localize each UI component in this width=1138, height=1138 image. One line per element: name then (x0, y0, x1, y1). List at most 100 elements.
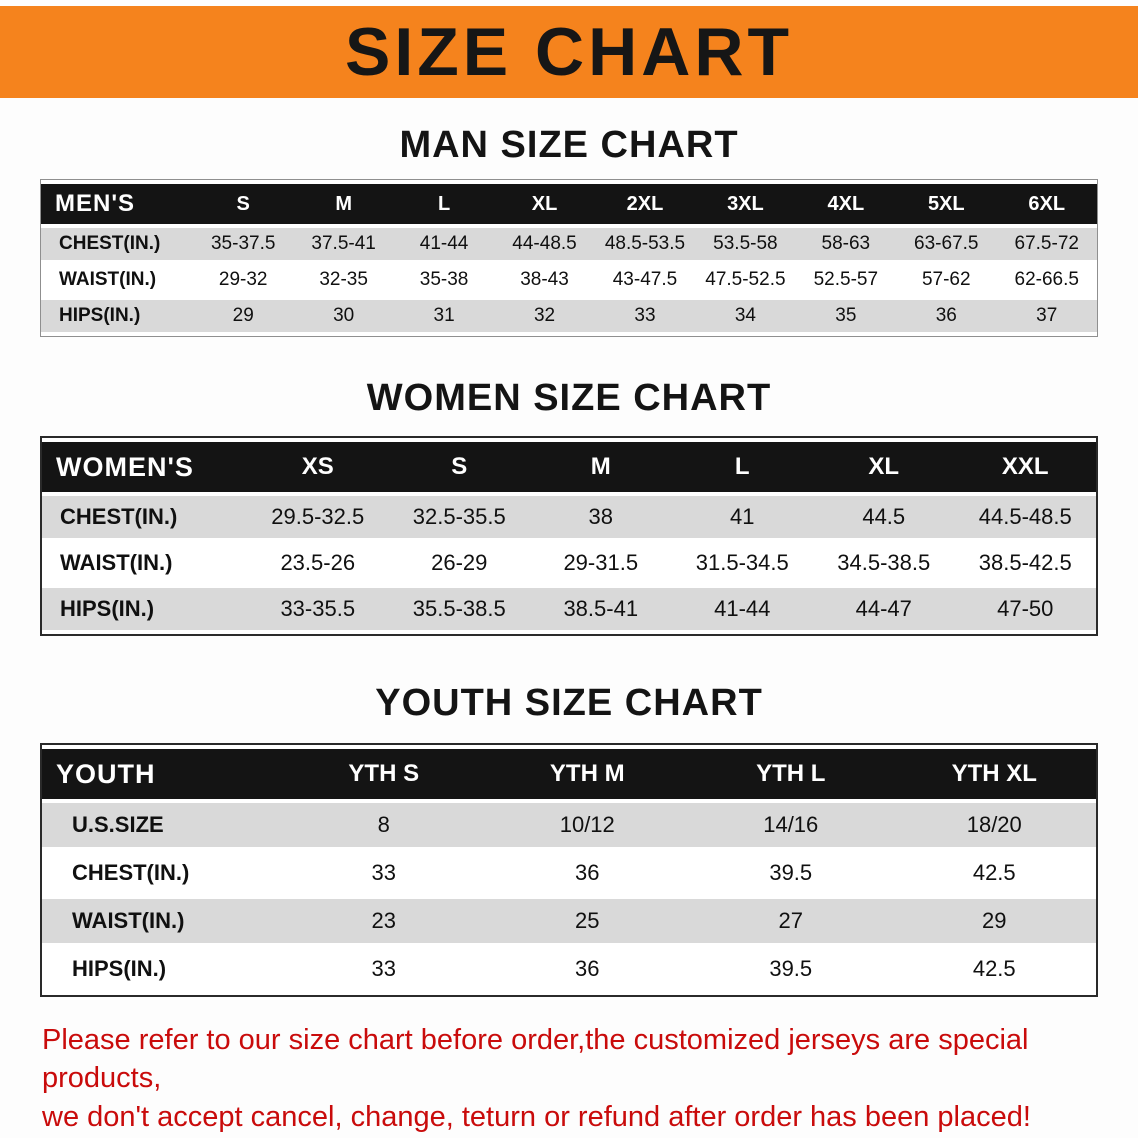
youth-ussize-row: U.S.SIZE 8 10/12 14/16 18/20 (42, 803, 1096, 847)
size-header-cell: M (293, 184, 394, 224)
size-header-cell: 3XL (695, 184, 796, 224)
size-cell: 23.5-26 (280, 550, 356, 575)
size-cell: 35 (795, 300, 897, 332)
size-cell: 38-43 (520, 269, 569, 290)
men-size-table: MEN'S S M L XL 2XL 3XL 4XL 5XL 6XL CHEST… (41, 180, 1097, 336)
size-cell: 32-35 (319, 269, 368, 290)
size-cell: 29.5-32.5 (247, 496, 389, 538)
row-label: HIPS(IN.) (42, 588, 247, 630)
youth-size-table: YOUTH YTH S YTH M YTH L YTH XL U.S.SIZE … (42, 745, 1096, 995)
youth-size-table-container: YOUTH YTH S YTH M YTH L YTH XL U.S.SIZE … (40, 743, 1098, 997)
size-cell: 42.5 (972, 956, 1016, 981)
size-cell: 36 (575, 860, 600, 885)
size-cell: 37.5-41 (293, 228, 394, 260)
size-cell: 57-62 (921, 269, 971, 290)
size-cell: 8 (282, 803, 486, 847)
banner-title: SIZE CHART (345, 14, 793, 90)
size-cell: 38 (530, 496, 672, 538)
size-cell: 34 (695, 300, 796, 332)
size-cell: 53.5-58 (695, 228, 796, 260)
size-cell: 58-63 (795, 228, 897, 260)
size-cell: 31 (393, 300, 495, 332)
size-cell: 43-47.5 (612, 269, 678, 290)
size-cell: 37 (996, 300, 1097, 332)
women-size-table-container: WOMEN'S XS S M L XL XXL CHEST(IN.) 29.5-… (40, 436, 1098, 636)
size-cell: 35.5-38.5 (388, 588, 530, 630)
size-cell: 33 (371, 860, 396, 885)
size-cell: 10/12 (485, 803, 689, 847)
men-hips-row: HIPS(IN.) 29 30 31 32 33 34 35 36 37 (41, 300, 1097, 332)
size-cell: 33-35.5 (247, 588, 389, 630)
youth-chest-row: CHEST(IN.) 33 36 39.5 42.5 (42, 851, 1096, 895)
row-label: WAIST(IN.) (59, 269, 157, 290)
row-label: CHEST(IN.) (72, 860, 190, 885)
size-header-cell: M (530, 442, 672, 492)
size-cell: 26-29 (431, 550, 488, 575)
size-cell: 44-47 (813, 588, 955, 630)
size-cell: 63-67.5 (896, 228, 997, 260)
size-header-cell: YTH L (689, 749, 893, 799)
size-cell: 29 (892, 899, 1096, 943)
row-label: WAIST(IN.) (42, 899, 282, 943)
size-cell: 34.5-38.5 (837, 550, 931, 575)
size-cell: 32 (494, 300, 595, 332)
size-cell: 23 (282, 899, 486, 943)
size-cell: 33 (594, 300, 696, 332)
size-chart-banner: SIZE CHART (0, 6, 1138, 98)
row-label: HIPS(IN.) (72, 956, 167, 981)
size-cell: 18/20 (892, 803, 1096, 847)
men-chart-heading: MAN SIZE CHART (399, 124, 739, 166)
women-header-label: WOMEN'S (42, 442, 247, 492)
disclaimer-line-2: we don't accept cancel, change, teturn o… (42, 1100, 1031, 1133)
size-cell: 48.5-53.5 (594, 228, 696, 260)
size-cell: 29 (193, 300, 294, 332)
size-cell: 47-50 (954, 588, 1096, 630)
size-cell: 44.5-48.5 (954, 496, 1096, 538)
disclaimer-line-1: Please refer to our size chart before or… (42, 1024, 1029, 1095)
men-header-row: MEN'S S M L XL 2XL 3XL 4XL 5XL 6XL (41, 184, 1097, 224)
youth-hips-row: HIPS(IN.) 33 36 39.5 42.5 (42, 947, 1096, 991)
size-header-cell: 4XL (795, 184, 897, 224)
size-cell: 32.5-35.5 (388, 496, 530, 538)
size-header-cell: XS (247, 442, 389, 492)
men-chest-row: CHEST(IN.) 35-37.5 37.5-41 41-44 44-48.5… (41, 228, 1097, 260)
size-cell: 35-38 (419, 269, 469, 290)
women-chart-heading: WOMEN SIZE CHART (366, 377, 772, 419)
size-cell: 33 (371, 956, 396, 981)
size-cell: 41-44 (393, 228, 495, 260)
row-label: U.S.SIZE (42, 803, 282, 847)
size-header-cell: S (388, 442, 530, 492)
size-header-cell: YTH S (282, 749, 486, 799)
men-header-label: MEN'S (41, 184, 193, 224)
size-cell: 14/16 (689, 803, 893, 847)
row-label: WAIST(IN.) (60, 550, 173, 575)
youth-waist-row: WAIST(IN.) 23 25 27 29 (42, 899, 1096, 943)
size-cell: 44.5 (813, 496, 955, 538)
women-size-table: WOMEN'S XS S M L XL XXL CHEST(IN.) 29.5-… (42, 438, 1096, 634)
size-cell: 30 (293, 300, 394, 332)
size-cell: 31.5-34.5 (695, 550, 789, 575)
size-cell: 27 (689, 899, 893, 943)
women-header-row: WOMEN'S XS S M L XL XXL (42, 442, 1096, 492)
size-header-cell: L (671, 442, 813, 492)
size-cell: 36 (896, 300, 997, 332)
size-cell: 62-66.5 (1014, 269, 1079, 290)
size-header-cell: L (393, 184, 495, 224)
size-cell: 39.5 (769, 956, 813, 981)
size-cell: 47.5-52.5 (705, 269, 786, 290)
size-cell: 29-32 (218, 269, 268, 290)
size-cell: 42.5 (972, 860, 1016, 885)
size-cell: 38.5-41 (530, 588, 672, 630)
size-header-cell: YTH XL (892, 749, 1096, 799)
size-cell: 38.5-42.5 (978, 550, 1072, 575)
youth-chart-heading: YOUTH SIZE CHART (375, 682, 763, 724)
size-cell: 39.5 (769, 860, 813, 885)
size-cell: 52.5-57 (813, 269, 879, 290)
size-cell: 41-44 (671, 588, 813, 630)
row-label: CHEST(IN.) (41, 228, 193, 260)
footer-disclaimer: Please refer to our size chart before or… (42, 1021, 1096, 1136)
size-cell: 35-37.5 (193, 228, 294, 260)
size-cell: 36 (575, 956, 600, 981)
size-header-cell: 5XL (896, 184, 997, 224)
size-cell: 29-31.5 (563, 550, 639, 575)
